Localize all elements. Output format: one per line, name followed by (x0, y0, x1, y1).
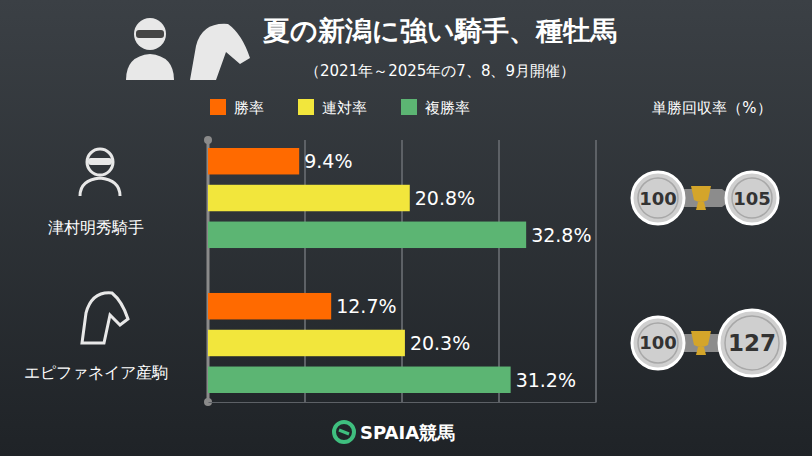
bar (208, 330, 405, 356)
recovery: 100 105 (632, 172, 778, 224)
data-label: 32.8% (531, 224, 591, 246)
recovery-base: 100 (639, 188, 677, 209)
recovery-circle (632, 172, 684, 224)
recovery-ring (725, 316, 779, 370)
data-label: 20.8% (415, 187, 475, 209)
title-icon (126, 18, 250, 80)
recovery-title: 単勝回収率（%） (652, 99, 771, 117)
category-label: 津村明秀騎手 (48, 218, 144, 237)
recovery-circle (726, 172, 778, 224)
recovery-circle (719, 310, 785, 376)
legend: 勝率 連対率 複勝率 (210, 99, 470, 117)
grid-line (595, 140, 597, 402)
axis-line (209, 402, 597, 403)
recovery: 100 127 (632, 310, 785, 376)
grid-line (304, 140, 306, 402)
data-labels: 9.4% 12.7% 20.8% 20.3% 32.8% 31.2% (304, 150, 591, 391)
recovery-value: 105 (733, 188, 771, 209)
bars (208, 148, 526, 393)
grid (204, 136, 596, 406)
bar (208, 367, 511, 393)
legend-swatch (298, 99, 314, 115)
credit-logo (334, 422, 354, 442)
title: 夏の新潟に強い騎手、種牡馬 (262, 15, 617, 46)
zero-line (207, 140, 210, 402)
legend-label: 勝率 (234, 99, 264, 117)
recovery-ring (638, 323, 678, 363)
category-label: エピファネイア産駒 (24, 363, 168, 382)
zero-line-end (204, 136, 212, 144)
data-label: 31.2% (516, 369, 576, 391)
legend-label: 連対率 (322, 99, 367, 117)
recovery-ring (732, 178, 772, 218)
grid-line (401, 140, 403, 402)
bar (208, 222, 526, 248)
bar (208, 293, 331, 319)
legend-label: 複勝率 (425, 99, 470, 117)
legend-swatch (210, 99, 226, 115)
data-label: 12.7% (336, 295, 396, 317)
recovery-base: 100 (639, 332, 677, 353)
trophy (691, 331, 711, 355)
bar (208, 148, 299, 174)
horse-icon (82, 293, 128, 343)
recovery-ring (638, 178, 678, 218)
chart: 夏の新潟に強い騎手、種牡馬 （2021年～2025年の7、8、9月開催） 勝率 連対率… (0, 0, 812, 456)
data-label: 9.4% (304, 150, 352, 172)
credit: SPAIA競馬 (360, 422, 455, 443)
trophy (691, 186, 711, 210)
recovery-circle (632, 317, 684, 369)
data-label: 20.3% (410, 332, 470, 354)
bar (208, 185, 410, 211)
recovery-value: 127 (728, 330, 776, 356)
legend-swatch (401, 99, 417, 115)
subtitle: （2021年～2025年の7、8、9月開催） (305, 62, 575, 80)
grid-line (498, 140, 500, 402)
jockey-icon (80, 149, 120, 196)
x-axis (209, 402, 597, 404)
background (0, 0, 812, 456)
